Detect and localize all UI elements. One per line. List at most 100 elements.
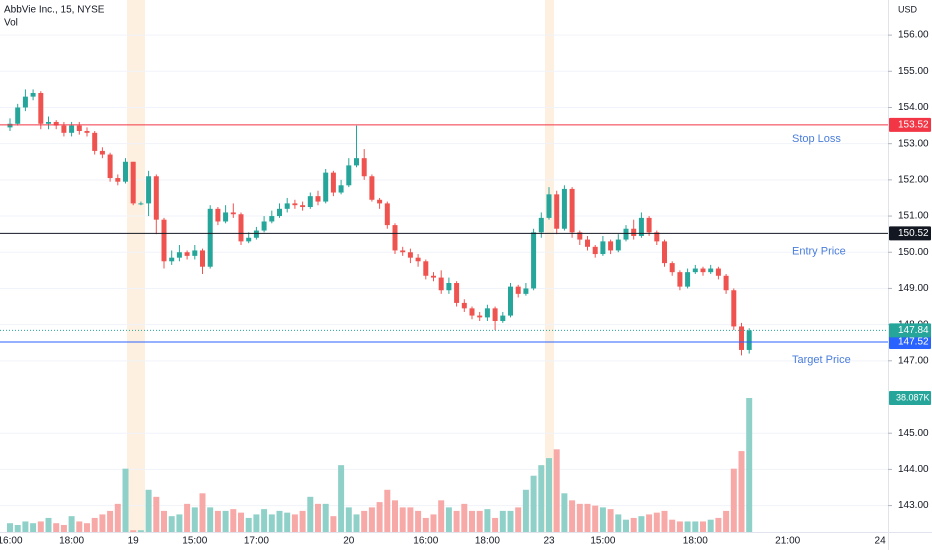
y-tick-label: 155.00 bbox=[898, 66, 929, 77]
volume-bar bbox=[315, 503, 321, 532]
candle-body bbox=[330, 172, 336, 193]
candle-body bbox=[238, 214, 244, 242]
currency: USD bbox=[898, 4, 918, 14]
candle-body bbox=[554, 194, 560, 229]
volume-bar bbox=[68, 516, 75, 532]
candle-body bbox=[431, 275, 436, 278]
candle-body bbox=[508, 286, 513, 316]
candle-body bbox=[207, 208, 213, 267]
volume-bar bbox=[707, 519, 714, 532]
candles bbox=[7, 89, 752, 356]
candle-body bbox=[69, 125, 75, 133]
volume-bar bbox=[507, 510, 514, 532]
candle-body bbox=[130, 161, 136, 204]
volume-bar bbox=[99, 514, 106, 532]
candle-body bbox=[253, 230, 259, 238]
candle-body bbox=[115, 178, 121, 182]
candle-body bbox=[38, 93, 44, 124]
candle-body bbox=[500, 315, 506, 322]
volume-bar bbox=[176, 514, 183, 532]
volume-label: 38.087K bbox=[896, 392, 930, 402]
candle-body bbox=[561, 188, 567, 229]
candle-body bbox=[99, 150, 105, 155]
candle-body bbox=[631, 228, 637, 236]
candle-body bbox=[377, 199, 383, 204]
volume-bar bbox=[407, 507, 414, 532]
candle-body bbox=[646, 217, 652, 233]
level-price-text: 153.52 bbox=[898, 119, 929, 130]
volume-bar bbox=[592, 505, 599, 532]
volume-bar bbox=[45, 517, 52, 532]
x-tick-label: 18:00 bbox=[475, 536, 500, 547]
candle-body bbox=[169, 257, 175, 262]
chart-title: AbbVie Inc., 15, NYSE bbox=[4, 5, 105, 16]
candle-body bbox=[423, 261, 429, 276]
candle-body bbox=[585, 239, 590, 247]
y-tick-label: 144.00 bbox=[898, 464, 929, 475]
volume-bar bbox=[114, 503, 121, 532]
candle-body bbox=[22, 96, 28, 108]
candle-body bbox=[269, 216, 275, 222]
volume-bar bbox=[623, 519, 629, 532]
candle-body bbox=[153, 176, 159, 220]
candle-body bbox=[739, 326, 744, 350]
volume-bar bbox=[361, 510, 368, 532]
volume-bar bbox=[476, 510, 483, 532]
volume-bar bbox=[322, 503, 329, 532]
y-tick-label: 151.00 bbox=[898, 211, 929, 222]
candle-body bbox=[369, 176, 375, 200]
y-tick-label: 147.00 bbox=[898, 355, 929, 366]
candle-body bbox=[192, 250, 198, 256]
y-tick-label: 153.00 bbox=[898, 138, 929, 149]
level-name: Entry Price bbox=[792, 245, 846, 257]
candle-body bbox=[223, 212, 229, 222]
level-price-text: 147.52 bbox=[898, 337, 929, 348]
volume-bar bbox=[499, 510, 506, 532]
candle-body bbox=[708, 268, 714, 273]
x-tick-label: 24 bbox=[875, 536, 887, 547]
overlays: Stop Loss 153.52 Entry Price 150.52 Target P… bbox=[0, 117, 931, 405]
volume-bar bbox=[607, 509, 614, 532]
volume-bar bbox=[469, 510, 475, 532]
candle-body bbox=[246, 237, 252, 242]
candle-body bbox=[723, 275, 729, 291]
candle-body bbox=[538, 217, 544, 233]
candle-body bbox=[315, 196, 321, 202]
volume-label-box bbox=[889, 391, 931, 405]
volume-bar bbox=[307, 496, 314, 532]
volume-bar bbox=[107, 510, 114, 532]
candle-body bbox=[746, 330, 752, 350]
candle-body bbox=[176, 252, 182, 258]
x-tick-label: 20 bbox=[343, 536, 355, 547]
candle-body bbox=[638, 217, 644, 236]
volume-bar bbox=[392, 500, 398, 532]
volume-bar bbox=[7, 523, 13, 532]
x-tick-label: 15:00 bbox=[590, 536, 615, 547]
volume-bar bbox=[345, 507, 352, 532]
x-tick-label: 23 bbox=[543, 536, 555, 547]
candle-body bbox=[292, 203, 298, 206]
candle-body bbox=[384, 203, 390, 226]
candle-body bbox=[84, 131, 90, 133]
volume-bar bbox=[515, 507, 522, 532]
candle-body bbox=[230, 212, 236, 215]
volume-bar bbox=[445, 507, 452, 532]
volume-bar bbox=[638, 516, 645, 532]
candle-body bbox=[692, 268, 698, 273]
candle-body bbox=[477, 315, 483, 318]
candle-body bbox=[523, 288, 529, 294]
candle-body bbox=[484, 308, 490, 318]
candle-body bbox=[184, 252, 190, 256]
volume-bar bbox=[268, 514, 275, 532]
volume-bar bbox=[715, 517, 722, 532]
volume-bar bbox=[30, 523, 37, 532]
volume-bar bbox=[646, 514, 653, 532]
volume-bar bbox=[399, 507, 406, 532]
candle-body bbox=[338, 185, 344, 193]
candle-body bbox=[15, 107, 21, 124]
volume-bar bbox=[538, 465, 545, 532]
volume-bar bbox=[253, 514, 260, 532]
candle-body bbox=[438, 277, 444, 291]
y-tick-label: 150.00 bbox=[898, 247, 929, 258]
